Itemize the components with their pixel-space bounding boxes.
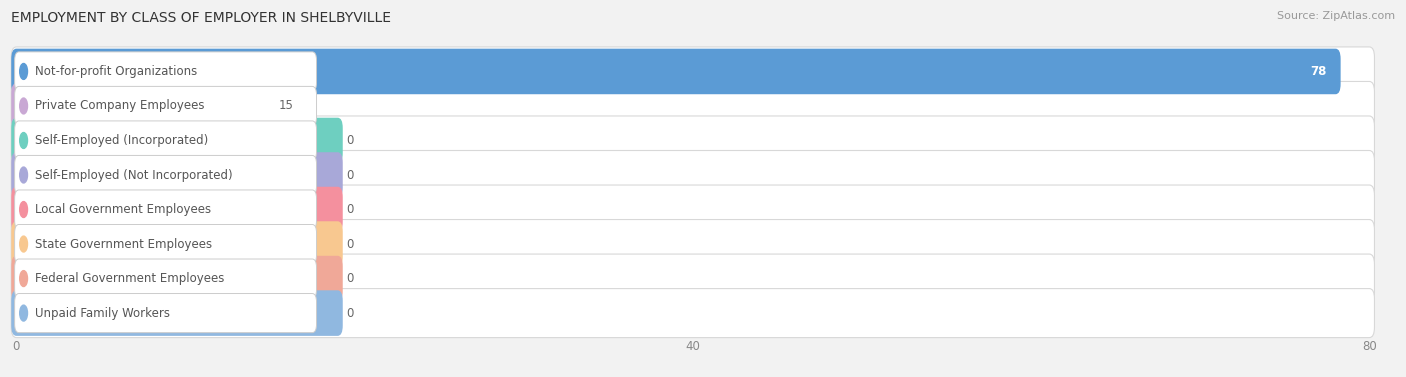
Text: 0: 0 (346, 169, 353, 181)
FancyBboxPatch shape (14, 121, 316, 160)
FancyBboxPatch shape (11, 81, 1375, 130)
FancyBboxPatch shape (11, 152, 343, 198)
FancyBboxPatch shape (11, 288, 1375, 337)
FancyBboxPatch shape (11, 118, 343, 163)
Text: 0: 0 (346, 272, 353, 285)
Circle shape (20, 98, 28, 114)
FancyBboxPatch shape (11, 185, 1375, 234)
FancyBboxPatch shape (11, 49, 1341, 94)
FancyBboxPatch shape (11, 221, 343, 267)
FancyBboxPatch shape (14, 190, 316, 229)
Text: Unpaid Family Workers: Unpaid Family Workers (35, 307, 170, 320)
FancyBboxPatch shape (14, 294, 316, 333)
Text: Federal Government Employees: Federal Government Employees (35, 272, 225, 285)
FancyBboxPatch shape (11, 150, 1375, 199)
Text: 0: 0 (346, 203, 353, 216)
Circle shape (20, 202, 28, 218)
FancyBboxPatch shape (11, 256, 343, 301)
Text: Local Government Employees: Local Government Employees (35, 203, 211, 216)
Circle shape (20, 236, 28, 252)
FancyBboxPatch shape (11, 116, 1375, 165)
FancyBboxPatch shape (11, 47, 1375, 96)
Text: 0: 0 (346, 134, 353, 147)
FancyBboxPatch shape (14, 52, 316, 91)
FancyBboxPatch shape (11, 219, 1375, 268)
Text: 15: 15 (278, 100, 294, 112)
Text: Private Company Employees: Private Company Employees (35, 100, 205, 112)
FancyBboxPatch shape (11, 254, 1375, 303)
Circle shape (20, 167, 28, 183)
FancyBboxPatch shape (14, 86, 316, 126)
FancyBboxPatch shape (14, 224, 316, 264)
Text: State Government Employees: State Government Employees (35, 238, 212, 251)
Text: EMPLOYMENT BY CLASS OF EMPLOYER IN SHELBYVILLE: EMPLOYMENT BY CLASS OF EMPLOYER IN SHELB… (11, 11, 391, 25)
Circle shape (20, 63, 28, 80)
FancyBboxPatch shape (14, 155, 316, 195)
FancyBboxPatch shape (14, 259, 316, 298)
FancyBboxPatch shape (11, 187, 343, 232)
Text: Not-for-profit Organizations: Not-for-profit Organizations (35, 65, 197, 78)
Circle shape (20, 133, 28, 149)
Text: Self-Employed (Not Incorporated): Self-Employed (Not Incorporated) (35, 169, 233, 181)
Text: 0: 0 (346, 238, 353, 251)
Text: Self-Employed (Incorporated): Self-Employed (Incorporated) (35, 134, 208, 147)
Circle shape (20, 305, 28, 321)
FancyBboxPatch shape (11, 83, 276, 129)
Text: 78: 78 (1310, 65, 1327, 78)
Circle shape (20, 271, 28, 287)
Text: 0: 0 (346, 307, 353, 320)
FancyBboxPatch shape (11, 290, 343, 336)
Text: Source: ZipAtlas.com: Source: ZipAtlas.com (1277, 11, 1395, 21)
